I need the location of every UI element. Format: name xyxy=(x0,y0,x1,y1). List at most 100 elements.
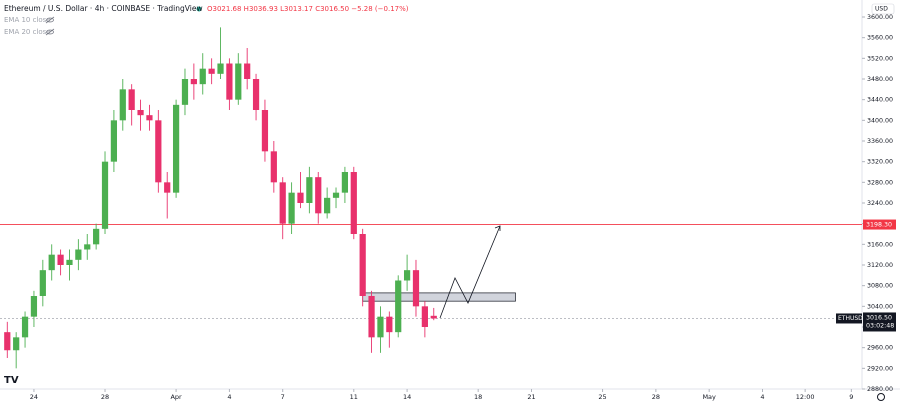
y-tick-label: 3600.00 xyxy=(867,14,893,21)
x-tick-label: 12:00 xyxy=(796,393,815,401)
indicator-label: EMA 20 close xyxy=(4,28,51,36)
candle-body xyxy=(359,234,366,296)
symbol-title: Ethereum / U.S. Dollar · 4h · COINBASE ·… xyxy=(4,4,203,13)
candle-body xyxy=(341,172,349,193)
candle-body xyxy=(235,63,242,100)
candle-body xyxy=(39,270,46,296)
candle-body xyxy=(199,68,206,85)
arrow-drawing xyxy=(439,225,501,319)
last-price-box xyxy=(863,312,896,332)
candle-body xyxy=(297,192,304,203)
zone-box xyxy=(362,292,516,302)
candle-body xyxy=(93,228,100,245)
candle-body xyxy=(324,197,331,214)
candle-body xyxy=(84,244,91,250)
currency-label: USD xyxy=(875,6,888,13)
candle-body xyxy=(190,79,197,85)
eye-icons[interactable] xyxy=(45,16,55,36)
candle-body xyxy=(119,89,126,121)
candle-body xyxy=(101,161,109,229)
x-tick-label: 28 xyxy=(652,393,660,401)
candle-body xyxy=(270,151,277,183)
countdown-label: 03:02:48 xyxy=(866,322,894,329)
indicator-label: EMA 10 close xyxy=(4,16,51,24)
candle-body xyxy=(57,254,64,265)
candle-body xyxy=(412,270,420,307)
y-tick-label: 3400.00 xyxy=(867,117,893,124)
symbol-box xyxy=(836,313,862,324)
tv-logo[interactable]: TV xyxy=(4,375,19,386)
candle-body xyxy=(279,182,286,224)
candle-body xyxy=(244,63,251,79)
candle-body xyxy=(368,296,375,338)
status-dot xyxy=(196,6,202,12)
y-tick-label: 3320.00 xyxy=(867,159,893,166)
candle-body xyxy=(288,192,295,224)
candle-body xyxy=(403,270,411,281)
x-tick-label: 25 xyxy=(598,393,606,401)
candle-body xyxy=(137,110,144,116)
candle-body xyxy=(421,306,428,327)
candle-body xyxy=(395,280,402,333)
candle-body xyxy=(110,120,118,162)
candle-body xyxy=(377,316,384,338)
y-tick-label: 3040.00 xyxy=(867,303,893,310)
candle-body xyxy=(155,120,162,183)
candle-body xyxy=(261,110,269,152)
x-tick-label: 4 xyxy=(760,393,764,401)
x-tick-label: May xyxy=(702,393,716,401)
candle-body xyxy=(21,316,29,338)
y-tick-label: 3240.00 xyxy=(867,200,893,207)
y-tick-label: 2960.00 xyxy=(867,345,893,352)
candle-body xyxy=(75,249,82,260)
y-tick-label: 3080.00 xyxy=(867,283,893,290)
level-label: 3198.30 xyxy=(866,222,892,229)
x-tick-label: 24 xyxy=(30,393,38,401)
level-label-box xyxy=(863,219,896,230)
y-tick-label: 3360.00 xyxy=(867,138,893,145)
x-tick-label: Apr xyxy=(170,393,182,401)
last-price-label: 3016.50 xyxy=(866,314,892,321)
candle-body xyxy=(430,315,437,319)
y-tick-label: 3560.00 xyxy=(867,35,893,42)
candle-body xyxy=(66,259,73,265)
candle-body xyxy=(146,115,153,121)
settings-icon[interactable] xyxy=(877,393,885,401)
x-tick-label: 21 xyxy=(527,393,535,401)
candle-body xyxy=(4,332,11,351)
candle-body xyxy=(48,254,55,271)
y-tick-label: 3440.00 xyxy=(867,97,893,104)
symbol-label: ETHUSD xyxy=(838,315,863,322)
candle-body xyxy=(217,63,224,74)
x-tick-label: 28 xyxy=(101,393,109,401)
x-tick-label: 18 xyxy=(474,393,482,401)
y-tick-label: 3280.00 xyxy=(867,179,893,186)
candle-body xyxy=(350,172,357,234)
candle-body xyxy=(226,63,233,100)
candle-body xyxy=(252,79,260,110)
y-tick-label: 3160.00 xyxy=(867,241,893,248)
x-tick-label: 4 xyxy=(227,393,231,401)
x-tick-label: 14 xyxy=(403,393,411,401)
candle-body xyxy=(13,337,20,351)
candle-body xyxy=(208,68,215,74)
candle-body xyxy=(128,89,135,110)
candle-body xyxy=(164,182,171,193)
candle-body xyxy=(332,192,340,198)
candle-body xyxy=(386,316,393,333)
y-tick-label: 2920.00 xyxy=(867,365,893,372)
y-tick-label: 3520.00 xyxy=(867,55,893,62)
plot-area xyxy=(0,27,862,369)
currency-button[interactable] xyxy=(871,3,895,15)
candle-body xyxy=(315,177,322,214)
x-tick-label: 9 xyxy=(849,393,853,401)
candle-body xyxy=(30,296,38,317)
candle-body xyxy=(306,177,313,203)
x-tick-label: 7 xyxy=(281,393,285,401)
ohlc-readout: O3021.68 H3036.93 L3013.17 C3016.50 −5.2… xyxy=(207,5,409,13)
y-tick-label: 3120.00 xyxy=(867,262,893,269)
candle-body xyxy=(172,104,180,193)
x-tick-label: 11 xyxy=(350,393,358,401)
